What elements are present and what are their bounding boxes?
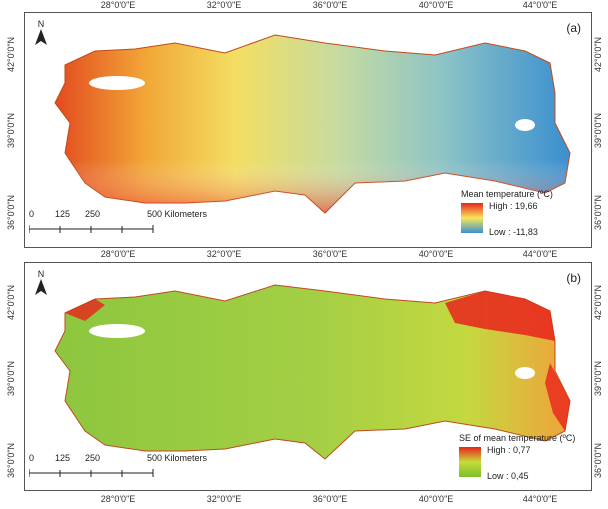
legend-a: Mean temperature (ºC) High : 19,66 Low :… xyxy=(461,189,553,237)
lon-label-32: 32°0'0"E xyxy=(206,494,242,504)
lon-label-28: 28°0'0"E xyxy=(100,249,136,259)
north-label: N xyxy=(37,19,45,29)
lon-label-36: 36°0'0"E xyxy=(312,249,348,259)
south-coast-warm-band xyxy=(55,35,570,213)
scale-tick-125: 125 xyxy=(55,209,71,219)
panel-a-label: (a) xyxy=(566,21,581,35)
lat-label-36: 36°0'0"N xyxy=(593,194,603,230)
lon-label-40: 40°0'0"E xyxy=(418,0,454,10)
lat-label-42: 42°0'0"N xyxy=(593,284,603,320)
panel-b-se-temperature-map: N (b) SE of mean temperature (ºC) High :… xyxy=(24,262,592,491)
lake-van xyxy=(515,367,535,379)
lat-label-36: 36°0'0"N xyxy=(593,442,603,478)
lat-label-39: 39°0'0"N xyxy=(593,112,603,148)
lon-label-40: 40°0'0"E xyxy=(418,494,454,504)
north-label: N xyxy=(37,269,45,279)
scale-tick-0: 0 xyxy=(29,453,35,463)
scale-bar-line xyxy=(28,225,154,233)
scale-ticks: 0 125 250 500 Kilometers xyxy=(29,209,207,225)
lon-label-32: 32°0'0"E xyxy=(206,0,242,10)
lake-van xyxy=(515,119,535,131)
lat-label-39: 39°0'0"N xyxy=(6,360,16,396)
marmara-sea xyxy=(89,76,145,90)
scale-ticks: 0 125 250 500 Kilometers xyxy=(29,453,207,469)
legend-title: SE of mean temperature (ºC) xyxy=(459,433,576,443)
lon-label-36: 36°0'0"E xyxy=(312,0,348,10)
east-edge-high-se xyxy=(545,363,570,431)
lon-label-44: 44°0'0"E xyxy=(522,249,558,259)
north-arrow: N xyxy=(33,269,49,295)
legend-title: Mean temperature (ºC) xyxy=(461,189,553,199)
lon-label-44: 44°0'0"E xyxy=(522,494,558,504)
northeast-high-se xyxy=(445,291,555,341)
lat-label-42: 42°0'0"N xyxy=(593,36,603,72)
scale-bar-line xyxy=(28,469,154,477)
scale-tick-500: 500 Kilometers xyxy=(147,453,208,463)
legend-b: SE of mean temperature (ºC) High : 0,77 … xyxy=(459,433,576,481)
west-edge-high-se xyxy=(65,299,105,321)
lat-label-39: 39°0'0"N xyxy=(6,112,16,148)
north-arrow-icon xyxy=(35,29,47,45)
legend-high: High : 0,77 xyxy=(487,445,531,455)
turkey-map-se xyxy=(54,284,571,460)
lat-label-42: 42°0'0"N xyxy=(6,36,16,72)
scale-tick-500: 500 Kilometers xyxy=(147,209,208,219)
lon-label-44: 44°0'0"E xyxy=(522,0,558,10)
scale-bar: 0 125 250 500 Kilometers xyxy=(28,453,207,479)
lon-label-32: 32°0'0"E xyxy=(206,249,242,259)
lat-label-36: 36°0'0"N xyxy=(6,442,16,478)
scale-tick-250: 250 xyxy=(85,209,101,219)
scale-tick-0: 0 xyxy=(29,209,35,219)
marmara-sea xyxy=(89,324,145,338)
lat-label-39: 39°0'0"N xyxy=(593,360,603,396)
panel-b-label: (b) xyxy=(566,271,581,285)
legend-gradient xyxy=(461,203,483,233)
lat-label-42: 42°0'0"N xyxy=(6,284,16,320)
north-arrow-icon xyxy=(35,279,47,295)
lon-label-36: 36°0'0"E xyxy=(312,494,348,504)
legend-high: High : 19,66 xyxy=(489,201,538,211)
legend-low: Low : 0,45 xyxy=(487,471,529,481)
turkey-outline xyxy=(54,284,571,460)
scale-tick-250: 250 xyxy=(85,453,101,463)
panel-a-mean-temperature-map: N (a) Mean temperature (ºC) High : 19,66… xyxy=(24,12,592,248)
legend-low: Low : -11,83 xyxy=(489,227,538,237)
north-arrow: N xyxy=(33,19,49,45)
lon-label-40: 40°0'0"E xyxy=(418,249,454,259)
lon-label-28: 28°0'0"E xyxy=(100,494,136,504)
lon-label-28: 28°0'0"E xyxy=(100,0,136,10)
turkey-map-temperature xyxy=(54,34,571,214)
legend-gradient xyxy=(459,447,481,477)
scale-bar: 0 125 250 500 Kilometers xyxy=(28,209,207,235)
scale-tick-125: 125 xyxy=(55,453,71,463)
lat-label-36: 36°0'0"N xyxy=(6,194,16,230)
